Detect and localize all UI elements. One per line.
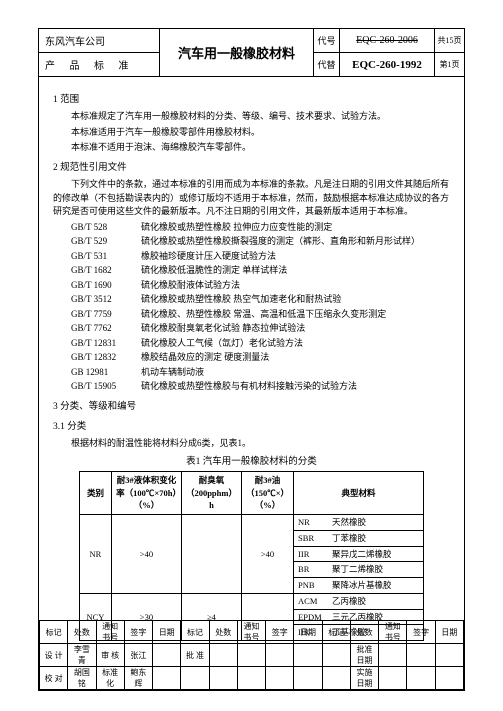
sec3-p1: 根据材料的耐温性能将材料分成6类，见表1。: [53, 437, 450, 451]
sig-cell: 审 核: [96, 644, 124, 667]
code-label-1: 代号: [314, 29, 340, 52]
sec1-p1: 本标准规定了汽车用一般橡胶材料的分类、等级、编号、技术要求、试验方法。: [53, 110, 450, 124]
sig-cell: 日期: [294, 621, 322, 644]
sig-cell: [322, 667, 350, 690]
reference-item: GB/T 12831硫化橡胶人工气候（氙灯）老化试验方法: [71, 337, 450, 351]
code-new: EQC-260-1992: [340, 59, 434, 71]
sec2-p1: 下列文件中的条款，通过本标准的引用而成为本标准的条款。凡是注日期的引用文件其随后…: [53, 178, 450, 219]
document-body: 1 范围 本标准规定了汽车用一般橡胶材料的分类、等级、编号、技术要求、试验方法。…: [39, 77, 464, 651]
sig-cell: [209, 667, 237, 690]
sig-cell: 校 对: [40, 667, 68, 690]
sig-cell: [181, 667, 209, 690]
sig-cell: [407, 667, 435, 690]
section-3-1-heading: 3.1 分类: [53, 420, 450, 434]
sig-cell: [209, 644, 237, 667]
reference-item: GB/T 15905硫化橡胶或热塑性橡胶与有机材料接触污染的试验方法: [71, 380, 450, 394]
reference-item: GB/T 531橡胶袖珍硬度计压入硬度试验方法: [71, 250, 450, 264]
sig-cell: 处数: [209, 621, 237, 644]
sig-cell: [379, 667, 407, 690]
section-1-heading: 1 范围: [53, 93, 450, 107]
company-name: 东风汽车公司: [39, 29, 159, 53]
sig-cell: 实施日期: [350, 667, 378, 690]
reference-item: GB/T 1682硫化橡胶低温脆性的测定 单样试样法: [71, 264, 450, 278]
sig-cell: 处数: [68, 621, 96, 644]
sig-cell: 标记: [181, 621, 209, 644]
sig-cell: [237, 667, 265, 690]
sig-cell: [435, 644, 463, 667]
sig-cell: 批准日期: [350, 644, 378, 667]
section-2-heading: 2 规范性引用文件: [53, 161, 450, 175]
sig-cell: 签字: [407, 621, 435, 644]
code-old: EQC-260-2006: [340, 35, 434, 46]
sig-cell: [153, 667, 181, 690]
reference-item: GB/T 528硫化橡胶或热塑性橡胶 拉伸应力应变性能的测定: [71, 221, 450, 235]
reference-item: GB/T 529硫化橡胶或热塑性橡胶撕裂强度的测定（裤形、直角形和新月形试样）: [71, 235, 450, 249]
sig-cell: 日期: [435, 621, 463, 644]
sig-cell: 李雪青: [68, 644, 96, 667]
sig-cell: [322, 644, 350, 667]
sig-cell: [435, 667, 463, 690]
sig-cell: 通知书号: [237, 621, 265, 644]
pages-total: 共15页: [435, 29, 464, 53]
reference-item: GB/T 7762硫化橡胶耐臭氧老化试验 静态拉伸试验法: [71, 322, 450, 336]
sig-cell: 签字: [124, 621, 152, 644]
sig-cell: 鲍东辉: [124, 667, 152, 690]
section-3-heading: 3 分类、等级和编号: [53, 400, 450, 414]
sig-cell: 设 计: [40, 644, 68, 667]
sig-cell: 通知书号: [379, 621, 407, 644]
header-block: 东风汽车公司 产 品 标 准 汽车用一般橡胶材料 代号 EQC-260-2006…: [39, 29, 464, 77]
sig-cell: 批 准: [181, 644, 209, 667]
sig-cell: 张江: [124, 644, 152, 667]
sig-cell: 标准化: [96, 667, 124, 690]
signature-block: 标记处数通知书号签字日期标记处数通知书号签字日期标记处数通知书号签字日期设 计李…: [39, 620, 464, 690]
standard-label: 产 品 标 准: [39, 53, 159, 76]
sig-cell: 处数: [350, 621, 378, 644]
reference-item: GB/T 12832橡胶结晶效应的测定 硬度测量法: [71, 351, 450, 365]
sig-cell: [266, 644, 294, 667]
doc-title: 汽车用一般橡胶材料: [159, 29, 314, 76]
sig-cell: [237, 644, 265, 667]
sig-cell: 通知书号: [96, 621, 124, 644]
sig-cell: [407, 644, 435, 667]
table-1-title: 表1 汽车用一般橡胶材料的分类: [53, 455, 450, 469]
sec1-p2: 本标准适用于汽车一般橡胶零部件用橡胶材料。: [53, 126, 450, 140]
sig-cell: [153, 644, 181, 667]
reference-item: GB 12981机动车辆制动液: [71, 366, 450, 380]
code-label-2: 代替: [314, 53, 340, 76]
classification-table: 类别耐3#液体积变化率（100℃×70h）（%）耐臭氧（200pphm）h耐3#…: [79, 471, 424, 641]
reference-item: GB/T 7759硫化橡胶、热塑性橡胶 常温、高温和低温下压缩永久变形测定: [71, 308, 450, 322]
page-number: 第1页: [435, 53, 464, 76]
sig-cell: [266, 667, 294, 690]
sig-cell: 标记: [322, 621, 350, 644]
reference-list: GB/T 528硫化橡胶或热塑性橡胶 拉伸应力应变性能的测定GB/T 529硫化…: [71, 221, 450, 394]
sec1-p3: 本标准不适用于泡沫、海绵橡胶汽车零部件。: [53, 141, 450, 155]
sig-cell: [294, 644, 322, 667]
reference-item: GB/T 3512硫化橡胶或热塑性橡胶 热空气加速老化和耐热试验: [71, 293, 450, 307]
sig-cell: [379, 644, 407, 667]
sig-cell: 日期: [153, 621, 181, 644]
sig-cell: 签字: [266, 621, 294, 644]
sig-cell: 标记: [40, 621, 68, 644]
sig-cell: [294, 667, 322, 690]
sig-cell: 胡国铭: [68, 667, 96, 690]
reference-item: GB/T 1690硫化橡胶耐液体试验方法: [71, 279, 450, 293]
